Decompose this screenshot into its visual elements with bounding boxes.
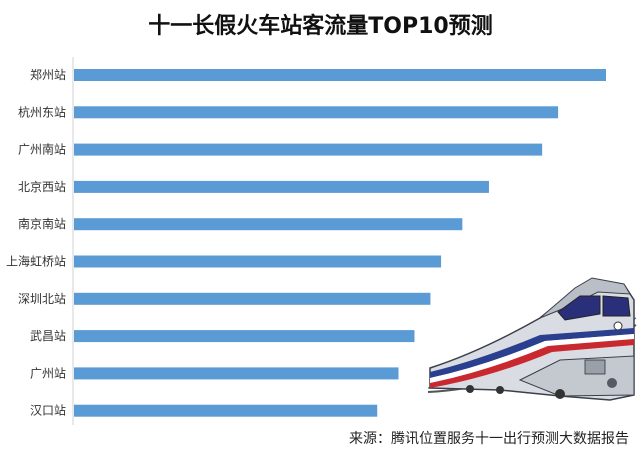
bar-4 bbox=[74, 180, 489, 193]
bar-1 bbox=[74, 69, 606, 81]
bar-7 bbox=[74, 292, 431, 305]
category-label: 郑州站 bbox=[30, 67, 66, 82]
bar-10 bbox=[74, 404, 378, 417]
bar-9 bbox=[74, 367, 399, 380]
train-illustration bbox=[427, 277, 637, 401]
category-label: 南京南站 bbox=[18, 216, 66, 231]
bar-2 bbox=[74, 106, 559, 119]
bar-3 bbox=[74, 143, 543, 156]
chart-title: 十一长假火车站客流量TOP10预测 bbox=[148, 14, 493, 39]
bar-5 bbox=[74, 218, 463, 231]
category-label: 北京西站 bbox=[18, 180, 66, 194]
category-label: 广州站 bbox=[30, 366, 66, 380]
source-note: 来源：腾讯位置服务十一出行预测大数据报告 bbox=[349, 431, 629, 447]
category-label: 武昌站 bbox=[30, 329, 66, 343]
category-label: 深圳北站 bbox=[18, 292, 66, 306]
category-label: 上海虹桥站 bbox=[6, 254, 66, 269]
category-label: 杭州东站 bbox=[18, 104, 66, 119]
bar-6 bbox=[74, 255, 442, 268]
category-label: 汉口站 bbox=[30, 404, 66, 418]
bar-8 bbox=[74, 330, 415, 343]
bars-group bbox=[74, 69, 606, 417]
category-label: 广州南站 bbox=[18, 142, 66, 157]
